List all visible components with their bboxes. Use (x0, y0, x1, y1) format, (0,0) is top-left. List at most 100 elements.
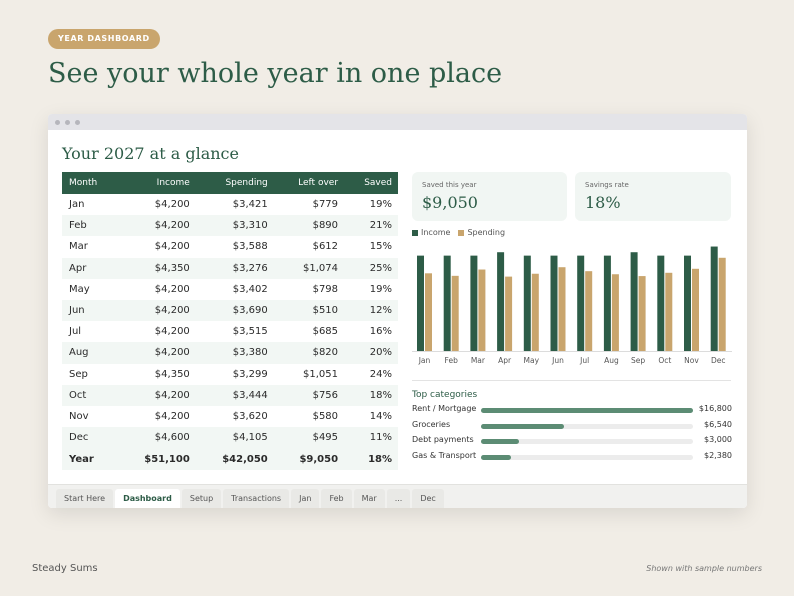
table-cell[interactable]: $42,050 (195, 448, 274, 471)
income-bar[interactable] (657, 255, 665, 351)
spending-bar[interactable] (531, 273, 539, 351)
table-cell[interactable]: Jan (69, 199, 85, 211)
table-cell[interactable]: 18% (344, 448, 398, 471)
table-cell[interactable]: Sep (69, 368, 88, 380)
table-cell[interactable]: $4,200 (154, 326, 190, 338)
table-cell[interactable]: Aug (62, 342, 118, 364)
table-cell[interactable]: Dec (62, 427, 118, 449)
table-cell[interactable]: Mar (69, 241, 88, 253)
table-cell[interactable]: $3,444 (195, 384, 274, 406)
income-bar[interactable] (443, 255, 451, 351)
header-saved[interactable]: Saved (344, 172, 398, 194)
header-left-over[interactable]: Left over (273, 172, 345, 194)
table-cell[interactable]: $3,620 (232, 410, 268, 422)
table-cell[interactable]: $3,690 (195, 299, 274, 322)
table-cell[interactable]: 18% (344, 384, 398, 406)
table-cell[interactable]: Oct (62, 384, 118, 406)
sheet-tab[interactable]: Transactions (223, 489, 290, 508)
table-cell[interactable]: $51,100 (117, 448, 196, 471)
table-cell[interactable]: 12% (344, 299, 398, 322)
sheet-tab[interactable]: Start Here (56, 489, 114, 508)
spending-bar[interactable] (585, 271, 593, 351)
table-cell[interactable]: $820 (273, 342, 345, 364)
income-bar[interactable] (417, 255, 424, 351)
table-cell[interactable]: $890 (273, 215, 345, 237)
table-cell[interactable]: $3,276 (195, 257, 274, 279)
table-cell[interactable]: $779 (312, 199, 339, 211)
header-income[interactable]: Income (117, 172, 196, 194)
table-cell[interactable]: $495 (273, 427, 345, 449)
spending-bar[interactable] (478, 269, 486, 351)
sheet-tab[interactable]: Setup (181, 489, 222, 508)
table-cell[interactable]: 19% (369, 199, 392, 211)
table-cell[interactable]: $4,200 (117, 342, 196, 364)
spending-bar[interactable] (665, 272, 673, 351)
table-cell[interactable]: $4,200 (154, 241, 190, 253)
table-cell[interactable]: Apr (62, 257, 118, 279)
table-cell[interactable]: $798 (312, 283, 339, 295)
table-cell[interactable]: 20% (344, 342, 398, 364)
table-cell[interactable]: 14% (369, 410, 392, 422)
income-bar[interactable] (523, 255, 531, 351)
table-cell[interactable]: $4,200 (154, 410, 190, 422)
spending-bar[interactable] (558, 267, 566, 351)
header-spending[interactable]: Spending (195, 172, 274, 194)
spending-bar[interactable] (638, 276, 646, 351)
table-cell[interactable]: $1,074 (273, 257, 345, 279)
income-bar[interactable] (630, 252, 638, 351)
income-bar[interactable] (497, 252, 505, 351)
table-cell[interactable]: $1,051 (303, 368, 339, 380)
table-cell[interactable]: $3,299 (232, 368, 268, 380)
table-cell[interactable]: 24% (369, 368, 392, 380)
sheet-tab[interactable]: Jan (291, 489, 320, 508)
table-cell[interactable]: $612 (312, 241, 339, 253)
table-cell[interactable]: $580 (312, 410, 339, 422)
spending-bar[interactable] (692, 268, 699, 351)
table-cell[interactable]: $4,200 (154, 199, 190, 211)
sheet-tab[interactable]: ... (386, 489, 411, 508)
table-cell[interactable]: $685 (312, 326, 339, 338)
table-cell[interactable]: $4,350 (154, 368, 190, 380)
sheet-tab[interactable]: Dashboard (115, 489, 180, 508)
table-cell[interactable]: $4,350 (117, 257, 196, 279)
table-cell[interactable]: 15% (369, 241, 392, 253)
sheet-tab[interactable]: Feb (321, 489, 352, 508)
income-bar[interactable] (470, 255, 478, 351)
income-bar[interactable] (684, 255, 691, 351)
table-cell[interactable]: $4,200 (154, 283, 190, 295)
table-cell[interactable]: $4,105 (195, 427, 274, 449)
spending-bar[interactable] (718, 257, 726, 351)
sheet-tab[interactable]: Dec (412, 489, 444, 508)
table-cell[interactable]: $3,380 (195, 342, 274, 364)
table-cell[interactable]: May (69, 283, 90, 295)
table-cell[interactable]: Jul (69, 326, 82, 338)
spending-bar[interactable] (505, 276, 513, 351)
table-cell[interactable]: $3,588 (232, 241, 268, 253)
table-cell[interactable]: Year (62, 448, 118, 471)
spending-bar[interactable] (451, 275, 459, 351)
income-bar[interactable] (603, 255, 611, 351)
table-cell[interactable]: 19% (369, 283, 392, 295)
spending-bar[interactable] (611, 274, 619, 351)
spending-bar[interactable] (425, 273, 432, 351)
table-cell[interactable]: 16% (369, 326, 392, 338)
table-cell[interactable]: Nov (69, 410, 89, 422)
income-bar[interactable] (577, 255, 585, 351)
table-cell[interactable]: Feb (62, 215, 118, 237)
table-cell[interactable]: 21% (344, 215, 398, 237)
table-cell[interactable]: $3,421 (232, 199, 268, 211)
income-bar[interactable] (710, 246, 718, 351)
income-bar[interactable] (550, 255, 558, 351)
table-cell[interactable]: $756 (273, 384, 345, 406)
table-cell[interactable]: $9,050 (273, 448, 345, 471)
table-cell[interactable]: $4,200 (117, 384, 196, 406)
sheet-tab[interactable]: Mar (353, 489, 385, 508)
table-cell[interactable]: $4,200 (117, 299, 196, 322)
table-cell[interactable]: 25% (344, 257, 398, 279)
table-cell[interactable]: $3,310 (195, 215, 274, 237)
table-cell[interactable]: $3,515 (232, 326, 268, 338)
table-cell[interactable]: Jun (62, 299, 118, 322)
table-cell[interactable]: $4,200 (117, 215, 196, 237)
header-month[interactable]: Month (62, 172, 118, 194)
table-cell[interactable]: $3,402 (232, 283, 268, 295)
